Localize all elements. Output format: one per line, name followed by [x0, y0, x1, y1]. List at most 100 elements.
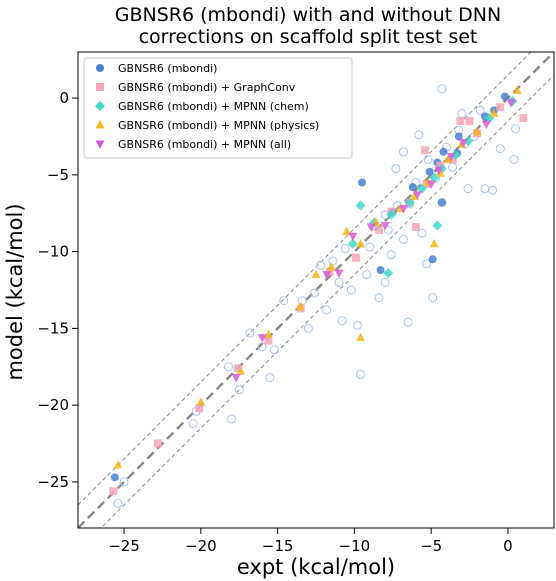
data-point	[454, 132, 463, 141]
data-point	[356, 332, 366, 342]
data-point	[511, 124, 521, 134]
data-point	[428, 255, 437, 264]
data-point	[446, 152, 456, 162]
data-point	[234, 385, 244, 395]
data-point	[334, 269, 344, 279]
data-point	[257, 342, 267, 352]
data-point	[488, 185, 498, 195]
data-point	[439, 147, 448, 156]
data-point	[110, 473, 119, 482]
x-tick-label: −20	[185, 537, 217, 555]
data-point	[265, 373, 275, 383]
data-point	[188, 419, 198, 429]
x-tick-label: −15	[262, 537, 294, 555]
data-point	[408, 183, 417, 192]
data-point	[500, 92, 509, 101]
data-point	[328, 256, 338, 266]
data-point	[399, 147, 409, 157]
data-point	[223, 362, 233, 372]
data-point	[509, 154, 519, 164]
data-point	[456, 117, 465, 126]
data-point	[495, 144, 505, 154]
data-point	[380, 277, 390, 287]
data-point	[362, 270, 372, 280]
x-tick-label: −5	[420, 537, 442, 555]
chart-title-line-1: GBNSR6 (mbondi) with and without DNN	[115, 4, 501, 26]
data-point	[257, 334, 267, 343]
legend-label: GBNSR6 (mbondi) + MPNN (all)	[118, 138, 291, 151]
data-point	[236, 366, 246, 375]
data-point	[231, 374, 241, 383]
data-point	[347, 238, 358, 249]
data-point	[113, 460, 123, 469]
x-axis-label: expt (kcal/mol)	[237, 555, 395, 579]
data-point	[437, 84, 447, 94]
legend-marker	[95, 101, 105, 111]
data-point	[195, 404, 204, 413]
data-point	[429, 238, 439, 248]
x-axis-ticks: −25 −20 −15 −10 −5 0	[108, 528, 513, 555]
legend-box	[83, 57, 353, 159]
data-point	[355, 200, 366, 211]
y-tick-label: −5	[47, 166, 69, 184]
y-tick-label: 0	[59, 89, 69, 107]
data-point	[356, 238, 366, 248]
data-point	[480, 184, 490, 194]
data-point	[411, 223, 420, 232]
legend-label: GBNSR6 (mbondi) + GraphConv	[118, 81, 296, 94]
data-point	[348, 232, 358, 242]
data-point	[352, 320, 362, 330]
data-point	[512, 85, 522, 94]
y-axis-ticks: −25 −20 −15 −10 −5 0	[37, 89, 78, 491]
data-point	[399, 234, 409, 244]
data-point	[432, 220, 443, 231]
x-tick-label: 0	[503, 537, 513, 555]
data-point	[316, 260, 326, 270]
y-tick-label: −20	[37, 396, 69, 414]
legend-label: GBNSR6 (mbondi) + MPNN (chem)	[118, 100, 309, 113]
data-point	[279, 296, 289, 306]
data-point	[264, 336, 273, 345]
data-point	[153, 439, 162, 448]
data-point	[437, 198, 446, 207]
data-point	[351, 253, 360, 262]
data-point	[356, 369, 366, 379]
y-tick-label: −25	[37, 473, 69, 491]
data-point	[245, 328, 255, 338]
legend-marker	[96, 83, 104, 91]
tolerance-line	[78, 52, 532, 506]
data-point	[374, 226, 383, 235]
data-point	[422, 259, 432, 269]
plot-frame	[77, 51, 555, 529]
data-point	[414, 130, 424, 140]
data-point	[311, 269, 321, 279]
legend-marker	[95, 120, 105, 129]
data-point	[196, 397, 206, 406]
y-tick-label: −10	[37, 243, 69, 261]
data-point	[383, 225, 393, 235]
legend: GBNSR6 (mbondi) GBNSR6 (mbondi) + GraphCo…	[83, 57, 353, 159]
data-point	[472, 126, 482, 136]
data-point	[434, 166, 444, 176]
data-point	[423, 154, 433, 164]
data-point	[297, 296, 307, 306]
data-point	[113, 498, 123, 508]
data-point	[296, 301, 306, 311]
data-point	[374, 293, 384, 303]
data-point	[380, 222, 390, 231]
data-point	[334, 277, 344, 287]
data-point	[404, 197, 415, 208]
data-point	[425, 167, 434, 176]
data-point	[386, 209, 397, 220]
data-point	[457, 108, 467, 118]
data-point	[358, 178, 367, 187]
data-point	[376, 266, 385, 275]
data-point	[412, 191, 422, 200]
data-point	[270, 345, 280, 355]
data-point	[386, 250, 396, 260]
data-point	[465, 117, 474, 126]
chart-title-line-2: corrections on scaffold split test set	[139, 26, 478, 48]
data-point	[322, 271, 332, 280]
data-point	[303, 323, 313, 333]
